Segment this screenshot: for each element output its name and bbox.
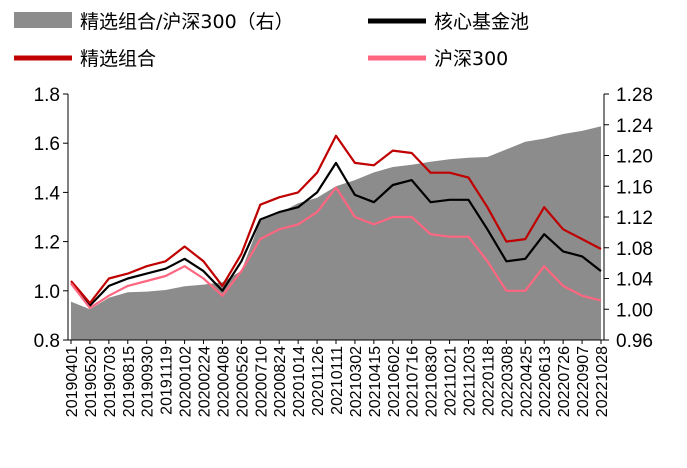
x-tick-label: 20210415 [367, 346, 384, 417]
x-tick-label: 20191119 [159, 346, 176, 415]
legend-swatch-relative [14, 12, 72, 28]
right-tick-label: 0.96 [616, 331, 653, 352]
right-tick-label: 1.28 [616, 85, 653, 106]
x-tick-label: 20190930 [140, 346, 157, 417]
x-tick-label: 20211203 [462, 346, 479, 416]
x-ticks: 20190401 20190520 20190703 20190815 20190930… [64, 340, 611, 417]
right-tick-label: 1.00 [616, 300, 653, 321]
x-tick-label: 20220425 [518, 346, 535, 417]
left-ticks: 0.8 1.0 1.2 1.4 1.6 1.8 [34, 85, 68, 352]
legend: 精选组合/沪深300（右） 核心基金池 精选组合 沪深300 [14, 11, 529, 70]
x-tick-label: 20220613 [537, 346, 554, 417]
x-tick-label: 20190401 [64, 346, 81, 417]
legend-label-core-pool: 核心基金池 [434, 11, 529, 33]
legend-item-core-pool: 核心基金池 [368, 11, 529, 33]
left-tick-label: 1.8 [34, 85, 60, 106]
series-line-csi300 [70, 186, 602, 310]
x-tick-label: 20190815 [121, 346, 138, 417]
x-tick-label: 20210716 [405, 346, 422, 417]
series-area-relative [71, 126, 601, 340]
right-tick-label: 1.12 [616, 208, 653, 229]
x-tick-label: 20220308 [499, 346, 516, 417]
right-tick-label: 1.16 [616, 177, 653, 198]
x-tick-label: 20200710 [253, 346, 270, 417]
x-tick-label: 20210302 [348, 346, 365, 417]
left-tick-label: 1.0 [34, 282, 60, 303]
x-tick-label: 20190520 [83, 346, 100, 417]
x-tick-label: 20210602 [386, 346, 403, 417]
series-line-selected-portfolio [70, 134, 602, 305]
right-tick-label: 1.20 [616, 147, 653, 168]
x-tick-label: 20190703 [102, 346, 119, 417]
x-tick-label: 20210830 [424, 346, 441, 417]
legend-label-csi300: 沪深300 [434, 48, 508, 70]
x-tick-label: 20220726 [556, 346, 573, 417]
right-tick-label: 1.08 [616, 239, 653, 260]
x-tick-label: 20200224 [197, 346, 214, 417]
legend-item-csi300: 沪深300 [368, 48, 508, 70]
legend-item-selected-portfolio: 精选组合 [14, 48, 156, 70]
plot-area [70, 126, 602, 340]
x-tick-label: 20200408 [215, 346, 232, 417]
x-tick-label: 20210111 [329, 346, 346, 415]
left-tick-label: 1.4 [34, 183, 61, 204]
x-tick-label: 20220118 [480, 346, 497, 416]
x-tick-label: 20200526 [234, 346, 251, 417]
right-ticks: 0.96 1.00 1.04 1.08 1.12 1.16 1.20 1.24 1.28 [604, 85, 653, 352]
legend-label-selected-portfolio: 精选组合 [80, 48, 156, 70]
x-tick-label: 20200102 [178, 346, 195, 417]
left-tick-label: 1.6 [34, 134, 60, 155]
legend-label-relative: 精选组合/沪深300（右） [80, 11, 294, 33]
legend-item-relative: 精选组合/沪深300（右） [14, 11, 294, 33]
right-tick-label: 1.24 [616, 116, 653, 137]
right-tick-label: 1.04 [616, 270, 653, 291]
left-tick-label: 1.2 [34, 233, 60, 254]
x-tick-label: 20220907 [575, 346, 592, 417]
x-tick-label: 20201126 [310, 346, 327, 416]
series-line-core-pool [70, 161, 602, 307]
x-tick-label: 20200824 [272, 346, 289, 417]
axes: 0.8 1.0 1.2 1.4 1.6 1.8 0.96 1.00 1.04 1.08 1.12 1… [34, 85, 654, 417]
x-tick-label: 20221028 [594, 346, 611, 417]
x-tick-label: 20211021 [443, 346, 460, 416]
left-tick-label: 0.8 [34, 331, 60, 352]
x-tick-label: 20201014 [291, 346, 308, 417]
